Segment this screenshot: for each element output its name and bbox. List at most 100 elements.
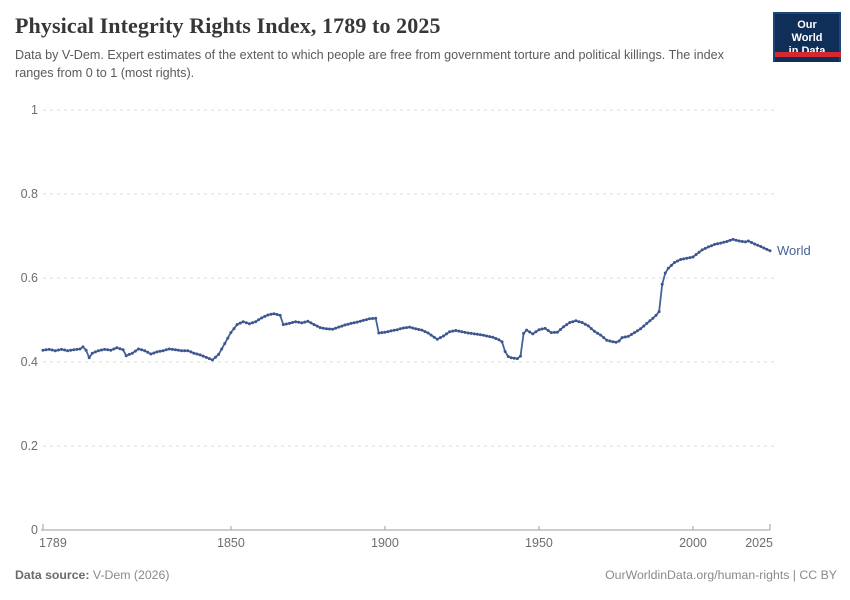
series-marker: [112, 347, 116, 351]
series-marker: [170, 347, 174, 351]
series-marker: [161, 349, 165, 353]
series-marker: [562, 325, 566, 329]
series-marker: [278, 313, 282, 317]
x-axis-tick-label: 2025: [745, 536, 773, 550]
page-title: Physical Integrity Rights Index, 1789 to…: [15, 13, 441, 38]
series-marker: [500, 340, 504, 344]
series-marker: [368, 317, 371, 321]
series-marker: [765, 247, 769, 251]
series-marker: [321, 326, 325, 330]
series-marker: [488, 335, 492, 339]
series-marker: [226, 336, 230, 340]
series-marker: [195, 352, 199, 356]
series-marker: [636, 329, 639, 333]
data-source-label: Data source:: [15, 568, 90, 582]
series-marker: [66, 349, 70, 353]
series-marker: [445, 332, 448, 336]
series-marker: [442, 334, 445, 338]
series-marker: [87, 356, 91, 360]
series-marker: [478, 333, 482, 337]
series-marker: [546, 329, 550, 332]
citation[interactable]: OurWorldinData.org/human-rights | CC BY: [605, 568, 837, 582]
series-marker: [691, 255, 695, 259]
series-marker: [309, 321, 313, 325]
series-marker: [69, 348, 73, 352]
series-marker: [149, 352, 153, 356]
series-marker: [728, 238, 732, 242]
series-marker: [331, 327, 335, 331]
series-marker: [328, 327, 331, 331]
series-marker: [642, 324, 646, 328]
series-marker: [633, 331, 636, 335]
series-marker: [352, 321, 356, 325]
series-marker: [602, 336, 606, 340]
series-marker: [53, 349, 57, 353]
series-marker: [380, 331, 384, 335]
series-marker: [743, 240, 747, 244]
series-line-world[interactable]: [42, 238, 771, 361]
series-marker: [494, 337, 498, 340]
series-marker: [623, 335, 627, 339]
series-marker: [599, 333, 603, 337]
series-marker: [192, 351, 196, 355]
series-marker: [294, 320, 298, 324]
series-marker: [318, 326, 322, 330]
series-marker: [429, 333, 433, 337]
series-marker: [109, 348, 113, 352]
series-marker: [417, 328, 421, 331]
series-marker: [700, 248, 704, 252]
series-marker: [50, 348, 54, 352]
series-marker: [106, 348, 110, 352]
series-marker: [121, 348, 125, 352]
series-marker: [60, 347, 63, 351]
series-marker: [420, 328, 424, 332]
series-marker: [405, 326, 408, 330]
x-axis-tick-label: 1850: [217, 536, 245, 550]
series-marker: [103, 347, 107, 351]
series-marker: [401, 326, 405, 330]
series-marker: [411, 326, 415, 330]
series-marker: [731, 237, 735, 241]
series-marker: [223, 342, 227, 345]
series-marker: [645, 321, 649, 325]
series-marker: [84, 348, 88, 352]
series-marker: [534, 330, 538, 334]
series-marker: [235, 323, 239, 327]
series-marker: [41, 348, 45, 352]
series-marker: [737, 239, 741, 243]
series-marker: [201, 354, 205, 358]
series-marker: [204, 355, 208, 359]
y-axis-tick-label: 0: [31, 523, 38, 537]
series-marker: [186, 349, 190, 353]
series-marker: [586, 324, 590, 328]
series-marker: [355, 320, 359, 324]
series-marker: [272, 312, 276, 316]
series-marker: [753, 242, 757, 246]
series-marker: [740, 240, 744, 243]
series-marker: [525, 328, 529, 332]
series-marker: [583, 322, 587, 326]
series-marker: [519, 354, 522, 358]
series-marker: [93, 350, 97, 354]
series-marker: [559, 328, 562, 331]
series-end-label-world: World: [777, 243, 811, 258]
series-marker: [657, 310, 661, 314]
owid-logo-redbar: [775, 52, 841, 57]
series-marker: [617, 339, 621, 343]
series-marker: [291, 321, 294, 324]
x-axis-tick-label: 2000: [679, 536, 707, 550]
series-marker: [734, 238, 738, 242]
series-marker: [457, 329, 461, 333]
series-marker: [651, 316, 655, 320]
series-marker: [395, 328, 399, 332]
owid-logo[interactable]: Our World in Data: [773, 12, 841, 62]
series-marker: [552, 330, 556, 334]
series-marker: [756, 243, 760, 247]
series-marker: [398, 327, 402, 331]
series-marker: [694, 253, 698, 256]
series-marker: [746, 239, 750, 243]
series-marker: [303, 320, 307, 324]
series-marker: [241, 320, 245, 324]
series-marker: [703, 246, 707, 250]
series-marker: [660, 282, 664, 286]
